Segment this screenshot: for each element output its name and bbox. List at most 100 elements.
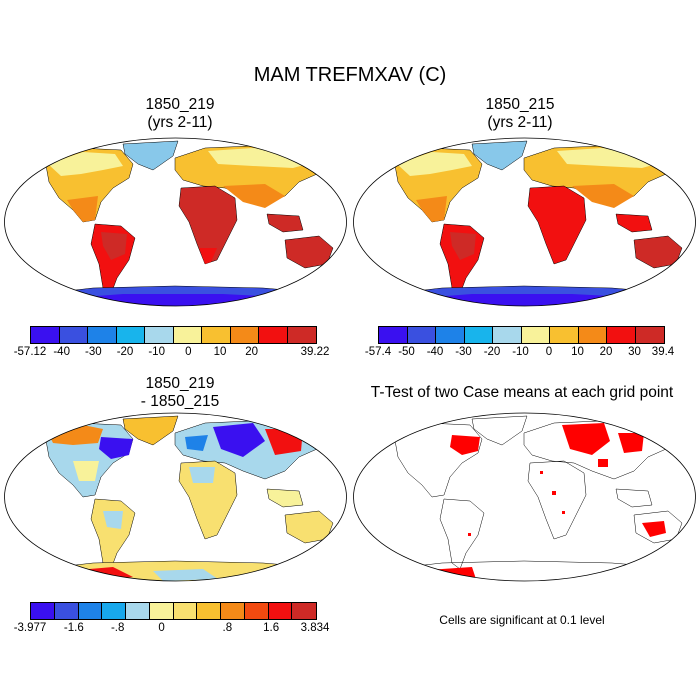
colorbar-panel2: -57.4 -50 -40 -30 -20 -10 0 10 20 30 39.4 [365, 326, 674, 362]
colorbar-swatch [59, 327, 88, 343]
significance-footnote: Cells are significant at 0.1 level [439, 613, 605, 627]
colorbar-swatch [578, 327, 607, 343]
colorbar-swatch [126, 603, 150, 619]
sig-cell-s-america [468, 533, 471, 536]
ocean [353, 413, 696, 581]
colorbar-swatch [173, 327, 202, 343]
africa-outline [527, 460, 587, 540]
africa [178, 185, 238, 265]
siberia-cold [213, 423, 265, 457]
sig-cells-australia [642, 521, 666, 537]
colorbar-swatch [635, 327, 664, 343]
south-america-tropics [450, 232, 476, 260]
colorbar-labels: -57.4 -50 -40 -30 -20 -10 0 10 20 30 39.4 [365, 346, 674, 362]
map-panel-ttest [353, 412, 696, 582]
sig-cell-africa [552, 491, 556, 495]
south-america-tropics [101, 232, 127, 260]
maritime-outline [615, 488, 653, 508]
colorbar-swatch [31, 603, 55, 619]
colorbar-swatch [102, 603, 126, 619]
panel2-title: 1850_215 (yrs 2-11) [370, 96, 670, 132]
map-frame [4, 137, 347, 307]
greenland [122, 415, 179, 446]
colorbar-swatch [31, 327, 60, 343]
north-america-north [48, 152, 123, 176]
map-panel-1850-219 [4, 137, 347, 307]
colorbar-boxes [30, 326, 317, 344]
map-panel-1850-215 [353, 137, 696, 307]
south-asia [572, 184, 634, 208]
maritime-continent [266, 488, 304, 508]
colorbar-labels: -57.12 -40 -30 -20 -10 0 10 20 39.22 [14, 346, 330, 362]
panel3-title: 1850_219 - 1850_215 [30, 375, 330, 411]
amazon-cool [103, 511, 123, 529]
colorbar-tick-label: -57.4 [364, 346, 392, 358]
colorbar-swatch [230, 327, 259, 343]
colorbar-tick-label: -20 [116, 346, 134, 358]
colorbar-swatch [521, 327, 550, 343]
colorbar-tick-label: -20 [483, 346, 501, 358]
africa [527, 185, 587, 265]
colorbar-tick-label: -40 [426, 346, 444, 358]
colorbar-tick-label: -50 [398, 346, 415, 358]
colorbar-swatch [493, 327, 522, 343]
colorbar-tick-label: -1.6 [63, 622, 84, 634]
colorbar-tick-label: 3.834 [300, 622, 330, 634]
north-america-south [67, 196, 98, 222]
colorbar-swatch [407, 327, 436, 343]
south-america-outline [439, 498, 485, 570]
alaska-warm [48, 425, 103, 445]
north-america-outline [393, 422, 483, 498]
colorbar-swatch [287, 327, 316, 343]
colorbar-tick-label: -30 [85, 346, 102, 358]
colorbar-tick-label: 0 [545, 346, 553, 358]
colorbar-swatch [464, 327, 493, 343]
colorbar-labels: -3.977 -1.6 -.8 0 .8 1.6 3.834 [14, 622, 330, 638]
colorbar-boxes [30, 602, 317, 620]
greenland [122, 140, 179, 171]
sig-cell-sahara [540, 471, 543, 474]
colorbar-tick-label: -3.977 [13, 622, 47, 634]
colorbar-tick-label: 10 [571, 346, 584, 358]
colorbar-tick-label: 20 [245, 346, 259, 358]
colorbar-swatch [88, 327, 117, 343]
colorbar-tick-label: 30 [628, 346, 641, 358]
colorbar-tick-label: 39.4 [651, 346, 675, 358]
usa-neutral [73, 461, 99, 481]
africa-south [199, 248, 217, 264]
figure-title: MAM TREFMXAV (C) [253, 64, 447, 86]
colorbar-swatch [116, 327, 145, 343]
south-america [90, 498, 136, 570]
sig-cells-east-siberia [618, 433, 644, 453]
colorbar-swatch [202, 327, 231, 343]
map-frame [353, 412, 696, 582]
panel2-title-line1: 1850_215 [485, 96, 555, 113]
panel1-title-line1: 1850_219 [145, 96, 215, 113]
panel1-title-line2: (yrs 2-11) [147, 114, 213, 131]
sig-cell-africa-2 [562, 511, 565, 514]
colorbar-swatch [259, 327, 288, 343]
colorbar-tick-label: -.8 [110, 622, 125, 634]
antarctica-cool [153, 569, 218, 581]
colorbar-panel1: -57.12 -40 -30 -20 -10 0 10 20 39.22 [14, 326, 330, 362]
colorbar-swatch [221, 603, 245, 619]
maritime-continent [266, 213, 304, 233]
colorbar-swatch [292, 603, 316, 619]
map-frame [4, 412, 347, 582]
colorbar-tick-label: 0 [185, 346, 192, 358]
panel3-title-line2: - 1850_215 [140, 393, 220, 410]
colorbar-tick-label: -40 [53, 346, 70, 358]
colorbar-tick-label: -10 [512, 346, 529, 358]
north-america-south [416, 196, 447, 222]
colorbar-tick-label: .8 [222, 622, 233, 634]
colorbar-swatch [173, 603, 198, 619]
greenland [471, 140, 528, 171]
colorbar-boxes [378, 326, 665, 344]
sahara-cool [189, 467, 215, 483]
colorbar-tick-label: 0 [158, 622, 165, 634]
colorbar-swatch [607, 327, 636, 343]
colorbar-swatch [145, 327, 174, 343]
greenland-outline [471, 415, 528, 446]
panel2-title-line2: (yrs 2-11) [487, 114, 553, 131]
colorbar-swatch [54, 603, 79, 619]
